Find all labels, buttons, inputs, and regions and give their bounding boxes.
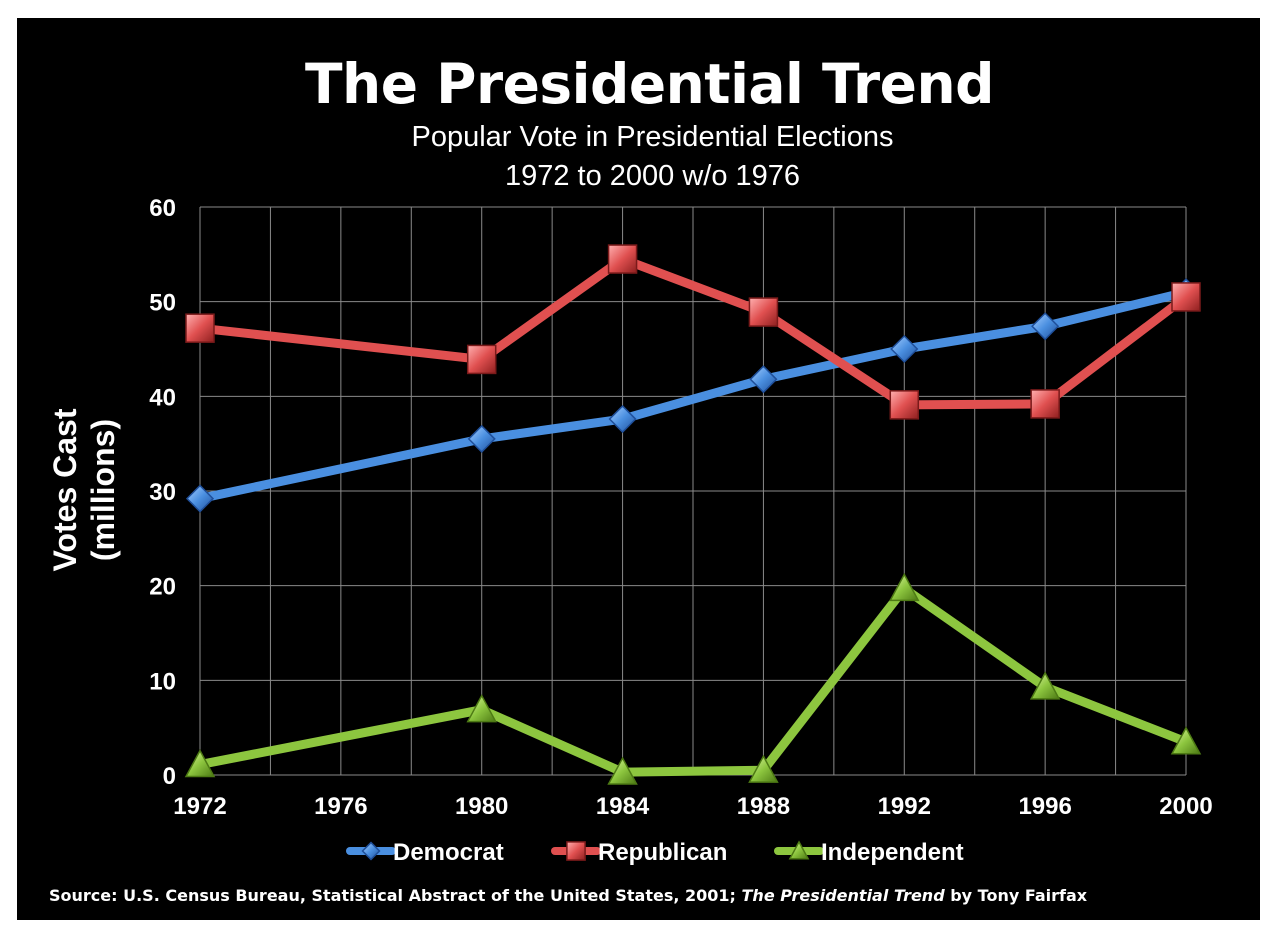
- y-axis-label-line-1: Votes Cast: [47, 408, 83, 571]
- data-point-marker: [185, 313, 215, 343]
- legend-item-independent: Independent: [774, 839, 964, 866]
- x-tick-label: 1988: [737, 793, 790, 820]
- y-axis-ticks: 0 10 20 30 40 50 60: [149, 195, 176, 790]
- data-point-marker: [466, 344, 497, 375]
- legend-item-democrat: Democrat: [346, 839, 504, 866]
- x-tick-label: 1996: [1018, 793, 1071, 820]
- source-suffix: by Tony Fairfax: [944, 886, 1088, 905]
- data-point-marker: [1170, 726, 1202, 755]
- legend-item-republican: Republican: [551, 839, 727, 866]
- y-tick-label: 0: [163, 763, 176, 790]
- legend: Democrat Republican Independent: [346, 839, 964, 866]
- data-point-marker: [361, 841, 381, 861]
- chart-subtitle-line-1: Popular Vote in Presidential Elections: [411, 121, 894, 153]
- x-tick-label: 1976: [314, 793, 367, 820]
- data-point-marker: [607, 756, 638, 785]
- y-tick-label: 30: [149, 479, 176, 506]
- x-tick-label: 1972: [173, 793, 226, 820]
- source-note: Source: U.S. Census Bureau, Statistical …: [49, 886, 1087, 905]
- source-prefix: Source: U.S. Census Bureau, Statistical …: [49, 886, 742, 905]
- x-axis-ticks: 1972 1976 1980 1984 1988 1992 1996 2000: [173, 793, 1212, 820]
- data-point-marker: [1031, 312, 1060, 341]
- series-layer: [184, 244, 1202, 785]
- x-tick-label: 1980: [455, 793, 508, 820]
- data-point-marker: [607, 244, 638, 274]
- y-axis-label-line-2: (millions): [85, 419, 121, 561]
- data-point-marker: [1171, 282, 1201, 312]
- y-axis-label: Votes Cast (millions): [47, 408, 121, 571]
- data-point-marker: [466, 694, 497, 723]
- data-point-marker: [889, 390, 920, 420]
- data-point-marker: [748, 297, 779, 327]
- data-point-marker: [749, 365, 778, 394]
- y-tick-label: 50: [149, 290, 176, 317]
- data-point-marker: [890, 334, 919, 364]
- data-point-marker: [889, 572, 920, 602]
- chart-title: The Presidential Trend: [305, 52, 994, 116]
- x-tick-label: 1984: [596, 793, 650, 820]
- x-tick-label: 1992: [878, 793, 931, 820]
- chart-subtitle-line-2: 1972 to 2000 w/o 1976: [504, 160, 801, 192]
- legend-label: Independent: [821, 839, 964, 866]
- x-tick-label: 2000: [1159, 793, 1212, 820]
- series-markers-independent: [184, 572, 1202, 785]
- data-point-marker: [748, 754, 779, 783]
- series-markers-republican: [185, 244, 1201, 420]
- source-italic-title: The Presidential Trend: [741, 886, 945, 905]
- y-tick-label: 60: [149, 195, 176, 222]
- data-point-marker: [566, 841, 586, 861]
- data-point-marker: [185, 484, 215, 513]
- data-point-marker: [467, 424, 496, 453]
- data-point-marker: [1030, 389, 1060, 419]
- data-point-marker: [184, 749, 216, 778]
- legend-label: Republican: [598, 839, 727, 866]
- legend-label: Democrat: [393, 839, 504, 866]
- y-tick-label: 40: [149, 384, 176, 411]
- data-point-marker: [1029, 671, 1061, 700]
- data-point-marker: [788, 840, 810, 860]
- data-point-marker: [608, 404, 637, 434]
- y-tick-label: 20: [149, 574, 176, 601]
- y-tick-label: 10: [149, 668, 176, 695]
- series-markers-democrat: [185, 278, 1201, 513]
